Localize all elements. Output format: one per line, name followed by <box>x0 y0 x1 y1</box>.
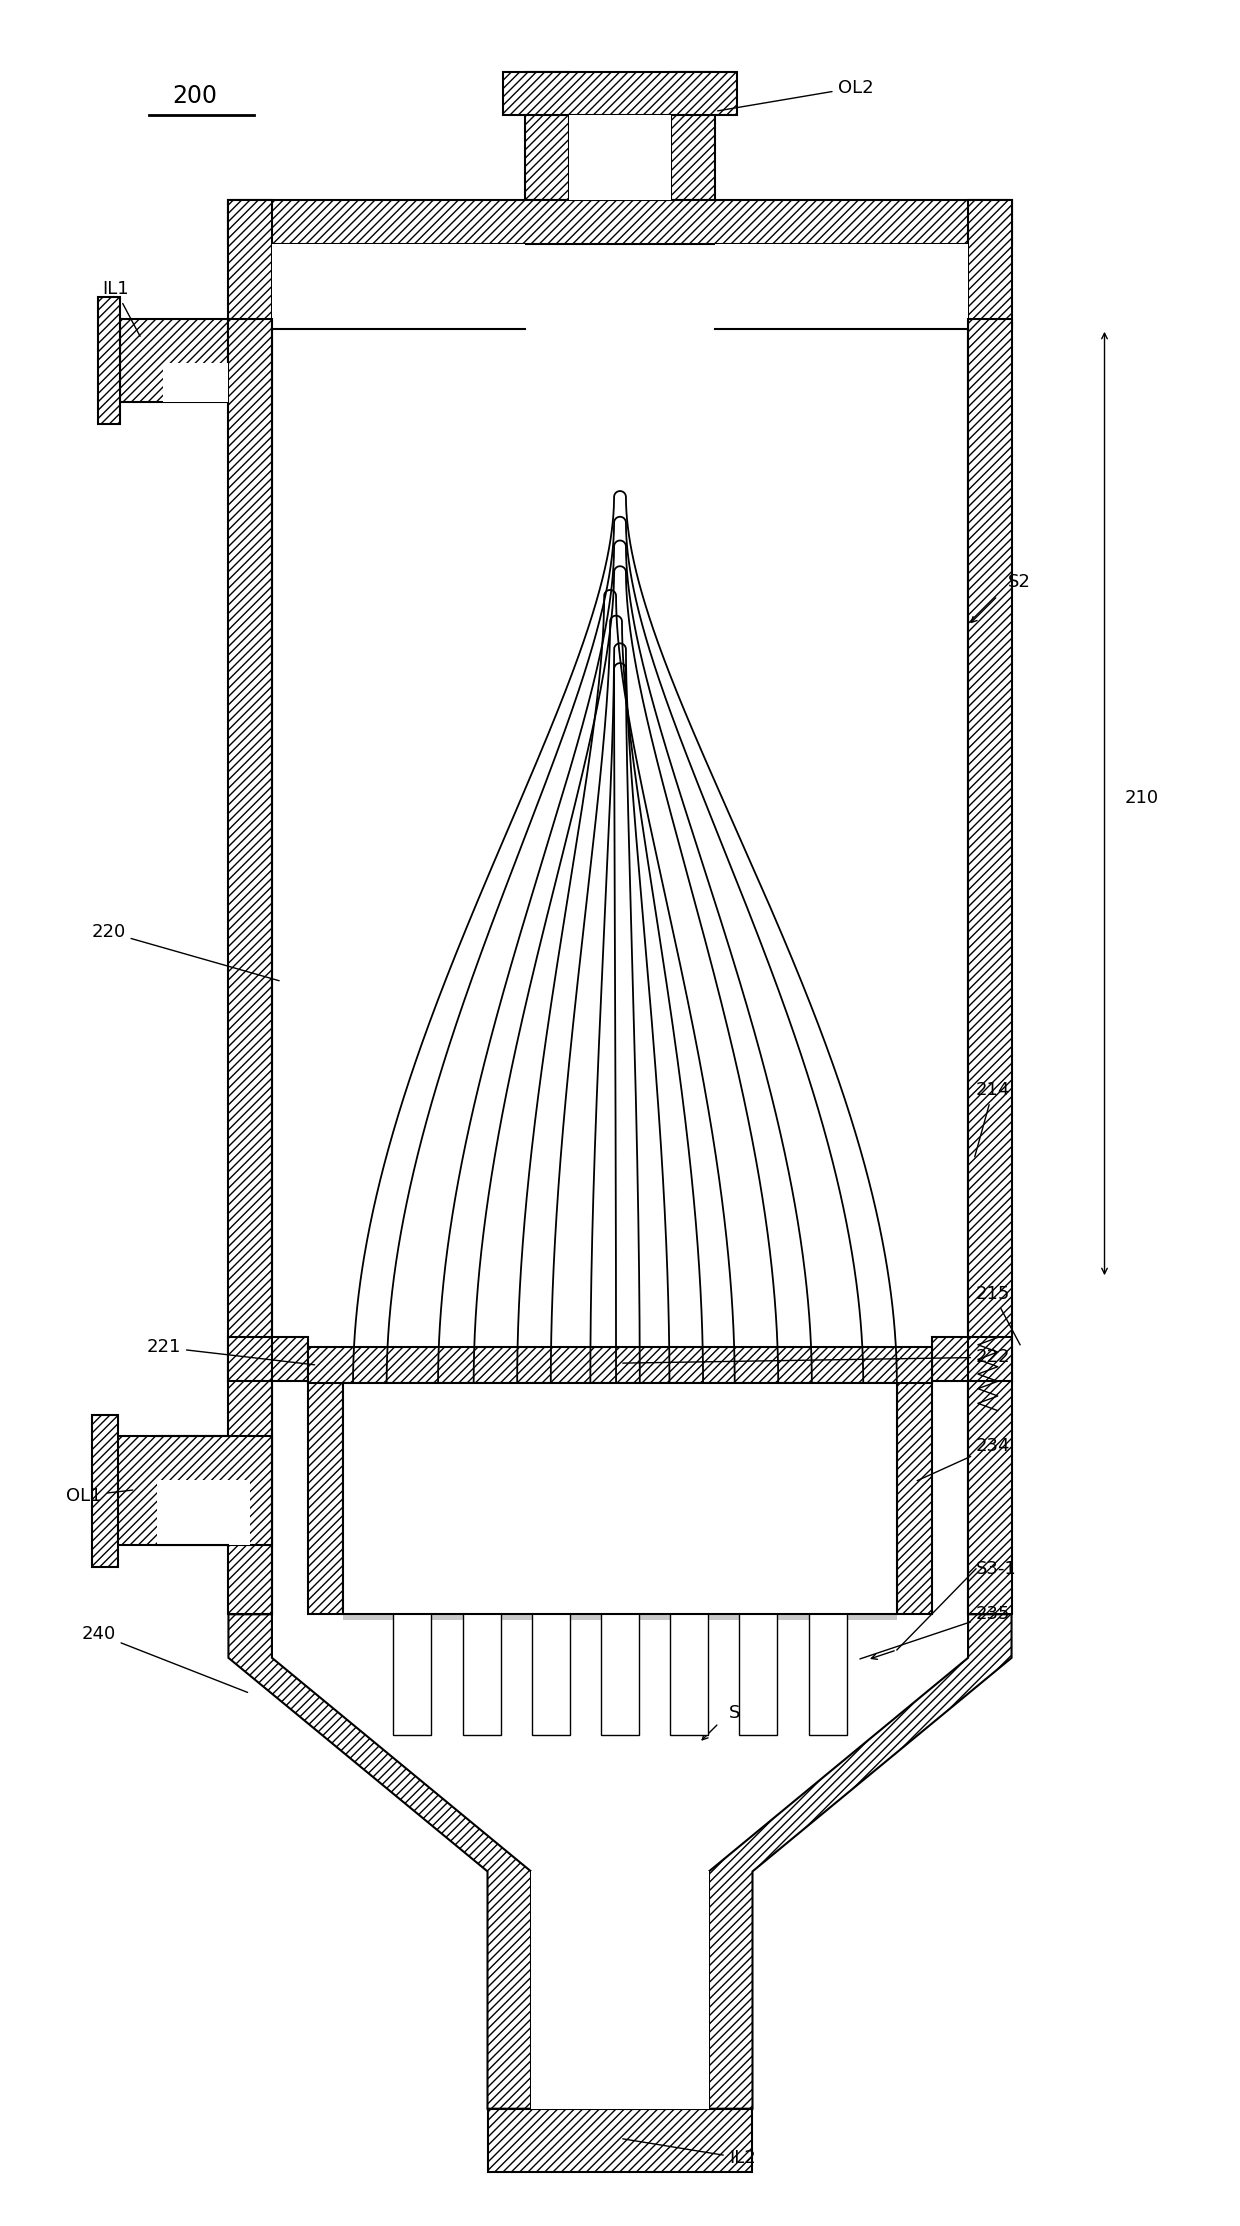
Bar <box>932 1338 1012 1380</box>
Bar <box>393 1382 432 1734</box>
Bar <box>272 318 968 1614</box>
Bar <box>670 1382 708 1734</box>
Text: 210: 210 <box>1125 788 1158 806</box>
Bar <box>228 318 272 1614</box>
Polygon shape <box>709 1614 1012 2108</box>
Text: 215: 215 <box>976 1284 1021 1345</box>
Text: 235: 235 <box>861 1605 1011 1658</box>
Text: IL1: IL1 <box>102 280 140 336</box>
Text: 214: 214 <box>975 1082 1011 1158</box>
Bar <box>157 1480 250 1545</box>
Bar <box>503 71 737 116</box>
Bar <box>532 1382 570 1734</box>
Bar <box>671 71 715 200</box>
Bar <box>569 116 671 200</box>
Bar <box>487 2108 753 2173</box>
Bar <box>463 1382 501 1734</box>
Bar <box>808 1382 847 1734</box>
Bar <box>272 245 525 329</box>
Bar <box>343 1382 897 1614</box>
Text: 222: 222 <box>622 1349 1011 1367</box>
Text: 234: 234 <box>918 1438 1011 1480</box>
Bar <box>92 1414 118 1567</box>
Text: IL2: IL2 <box>622 2139 755 2168</box>
Text: OL1: OL1 <box>67 1487 133 1505</box>
Bar <box>228 200 1012 245</box>
Polygon shape <box>228 1614 531 2108</box>
Text: S3-1: S3-1 <box>976 1560 1017 1578</box>
Bar <box>343 1382 897 1614</box>
Bar <box>308 1347 932 1382</box>
Bar <box>308 1380 343 1614</box>
Bar <box>525 71 569 200</box>
Bar <box>164 363 228 403</box>
Text: 200: 200 <box>172 85 217 107</box>
Polygon shape <box>272 1614 968 1872</box>
Text: 221: 221 <box>146 1338 315 1365</box>
Bar <box>531 1872 709 2108</box>
Bar <box>897 1380 932 1614</box>
Text: 220: 220 <box>92 924 279 982</box>
Bar <box>739 1382 777 1734</box>
Bar <box>98 298 120 423</box>
Text: S3-2: S3-2 <box>729 1705 770 1723</box>
Bar <box>120 318 228 403</box>
Bar <box>715 245 968 329</box>
Bar <box>228 200 272 329</box>
Bar <box>114 1436 272 1545</box>
Text: OL2: OL2 <box>718 78 873 111</box>
Bar <box>601 1382 639 1734</box>
Text: S2: S2 <box>1008 572 1030 592</box>
Bar <box>968 200 1012 329</box>
Bar <box>968 318 1012 1614</box>
Bar <box>228 1338 308 1380</box>
Text: 240: 240 <box>82 1625 248 1692</box>
Bar <box>343 1614 897 1621</box>
